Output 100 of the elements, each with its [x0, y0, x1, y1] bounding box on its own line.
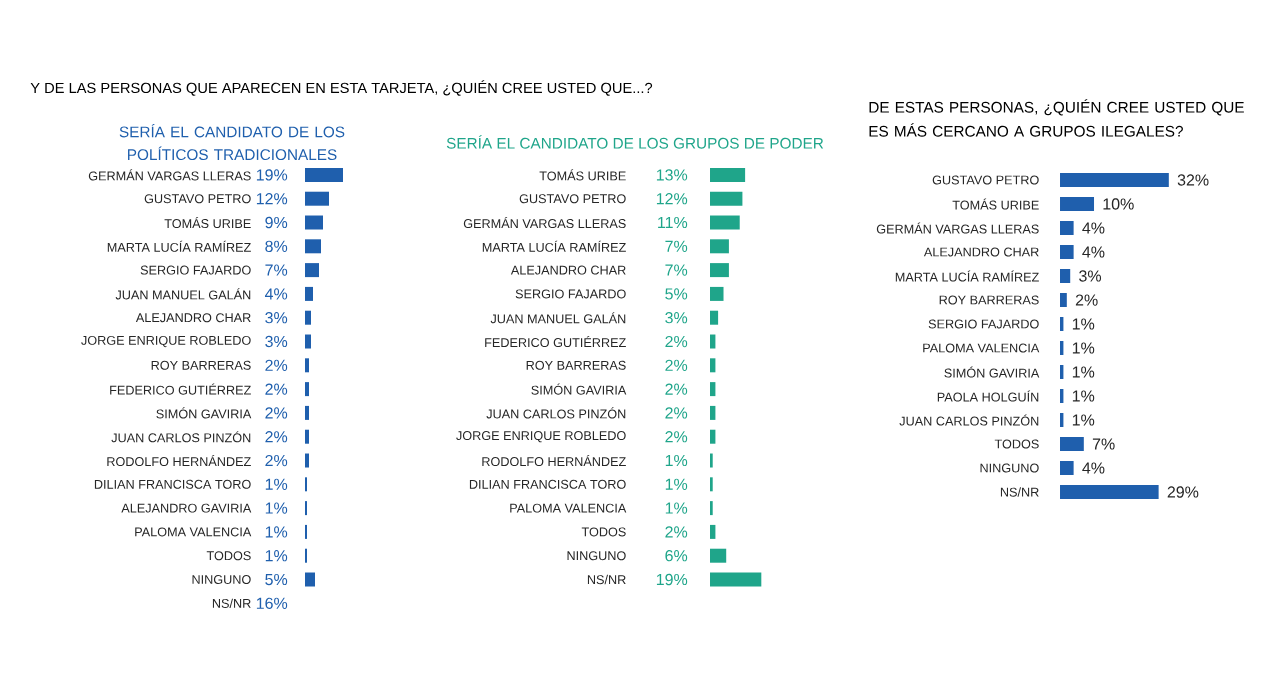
y-tick-label: JUAN MANUEL GALÁN: [115, 288, 251, 300]
data-label: 1%: [665, 478, 688, 490]
bar: [305, 167, 343, 182]
bar: [305, 453, 309, 468]
bar: [710, 310, 719, 325]
data-label: 7%: [665, 240, 688, 252]
y-tick-label: ROY BARRERAS: [526, 360, 626, 370]
data-label: 12%: [256, 193, 288, 205]
bar: [710, 405, 716, 420]
bar: [710, 548, 727, 563]
data-label: 4%: [1082, 222, 1105, 234]
bar: [710, 382, 716, 397]
data-label: 5%: [665, 288, 688, 300]
y-tick-label: TODOS: [994, 439, 1039, 449]
bar: [1060, 221, 1074, 236]
data-label: 4%: [1082, 462, 1105, 474]
y-tick-label: JUAN CARLOS PINZÓN: [486, 407, 626, 419]
y-tick-label: SERGIO FAJARDO: [515, 289, 626, 299]
data-label: 7%: [265, 264, 288, 276]
y-tick-label: JUAN CARLOS PINZÓN: [111, 431, 251, 443]
y-tick-label: JORGE ENRIQUE ROBLEDO: [456, 431, 626, 443]
bar: [710, 215, 740, 230]
y-tick-label: NS/NR: [587, 574, 626, 585]
data-label: 1%: [265, 478, 288, 490]
bar: [305, 310, 311, 325]
y-tick-label: NS/NR: [1000, 487, 1039, 497]
y-tick-label: RODOLFO HERNÁNDEZ: [482, 454, 626, 467]
data-label: 11%: [658, 216, 688, 229]
bar: [1060, 245, 1074, 260]
bar: [710, 167, 746, 182]
bar: [305, 239, 321, 254]
chart-title: DE ESTAS PERSONAS, ¿QUIÉN CREE USTED QUE ES MÁS CERCANO A GRUPOS ILEGALES?: [869, 99, 1244, 137]
y-tick-label: ALEJANDRO CHAR: [135, 313, 251, 323]
bar: [710, 501, 713, 516]
y-tick-label: FEDERICO GUTIÉRREZ: [485, 335, 626, 348]
y-tick-label: JUAN CARLOS PINZÓN: [899, 414, 1039, 426]
y-tick-label: GUSTAVO PETRO: [144, 194, 251, 204]
bar: [305, 263, 319, 278]
data-label: 3%: [265, 312, 288, 324]
data-label: 1%: [1072, 366, 1095, 378]
chart-title: Y DE LAS PERSONAS QUE APARECEN EN ESTA TARJETA, ¿QUIÉN CREE USTED QUE...?: [30, 80, 653, 96]
data-label: 2%: [1075, 294, 1098, 306]
y-tick-label: PALOMA VALENCIA: [923, 343, 1040, 353]
bar: [710, 286, 724, 301]
bar: [305, 334, 311, 349]
data-label: 1%: [1072, 318, 1095, 330]
data-label: 1%: [1072, 390, 1095, 402]
y-tick-label: ALEJANDRO CHAR: [510, 265, 626, 275]
data-label: 3%: [265, 335, 288, 348]
y-tick-label: DILIAN FRANCISCA TORO: [469, 479, 626, 489]
y-tick-label: TOMÁS URIBE: [164, 216, 251, 229]
data-label: 32%: [1177, 174, 1209, 186]
data-label: 4%: [1082, 246, 1105, 258]
bar: [710, 429, 716, 444]
bar: [710, 263, 729, 278]
y-tick-label: JORGE ENRIQUE ROBLEDO: [81, 335, 251, 348]
y-tick-label: GUSTAVO PETRO: [519, 194, 626, 204]
bar: [1060, 437, 1084, 452]
data-label: 2%: [665, 526, 688, 538]
bar: [305, 191, 329, 206]
y-tick-label: SERGIO FAJARDO: [928, 319, 1039, 329]
y-tick-label: TOMÁS URIBE: [539, 169, 626, 181]
y-tick-label: PALOMA VALENCIA: [510, 503, 627, 513]
data-label: 1%: [1072, 414, 1095, 426]
data-label: 2%: [265, 359, 288, 371]
bar: [1060, 197, 1095, 212]
data-label: 19%: [256, 169, 288, 181]
chart-title: SERÍA EL CANDIDATO DE LOS GRUPOS DE PODER: [446, 135, 824, 149]
bar: [710, 524, 716, 539]
bar: [710, 572, 762, 587]
data-label: 6%: [665, 550, 688, 562]
data-label: 1%: [1072, 342, 1095, 354]
chart-subtitle: SERÍA EL CANDIDATO DE LOS POLÍTICOS TRADICIONALES: [119, 123, 345, 161]
y-tick-label: ROY BARRERAS: [151, 360, 251, 370]
data-label: 3%: [1079, 270, 1102, 282]
y-tick-label: MARTA LUCÍA RAMÍREZ: [107, 240, 251, 252]
data-label: 8%: [265, 240, 288, 252]
bar: [305, 286, 313, 301]
y-tick-label: SIMÓN GAVIRIA: [531, 383, 627, 395]
data-label: 12%: [656, 193, 688, 205]
data-label: 1%: [665, 454, 688, 467]
bar: [305, 405, 309, 420]
y-tick-label: DILIAN FRANCISCA TORO: [94, 479, 251, 489]
y-tick-label: SIMÓN GAVIRIA: [944, 366, 1040, 378]
data-label: 5%: [265, 573, 288, 586]
y-tick-label: TODOS: [581, 527, 626, 537]
bar: [710, 477, 713, 492]
data-label: 2%: [265, 407, 288, 419]
data-label: 2%: [265, 383, 288, 395]
data-label: 2%: [665, 383, 688, 395]
data-label: 3%: [665, 312, 688, 324]
bar: [710, 358, 716, 373]
y-tick-label: TOMÁS URIBE: [952, 198, 1039, 210]
y-tick-label: JUAN MANUEL GALÁN: [490, 312, 626, 324]
bar: [305, 382, 309, 397]
data-label: 2%: [665, 359, 688, 371]
y-tick-label: FEDERICO GUTIÉRREZ: [110, 383, 251, 395]
data-label: 1%: [265, 502, 288, 514]
y-tick-label: ALEJANDRO CHAR: [923, 247, 1039, 257]
bar: [1060, 173, 1169, 188]
